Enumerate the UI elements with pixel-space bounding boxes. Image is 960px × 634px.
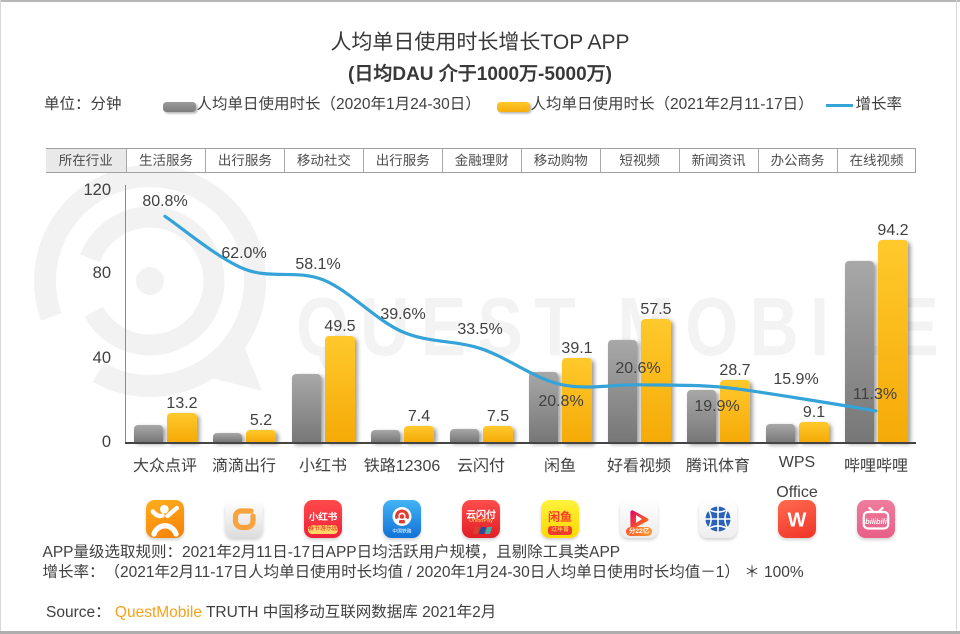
svg-text:W: W	[788, 510, 807, 532]
svg-text:bilibili: bilibili	[865, 517, 888, 526]
svg-text:中国铁路: 中国铁路	[392, 528, 411, 535]
